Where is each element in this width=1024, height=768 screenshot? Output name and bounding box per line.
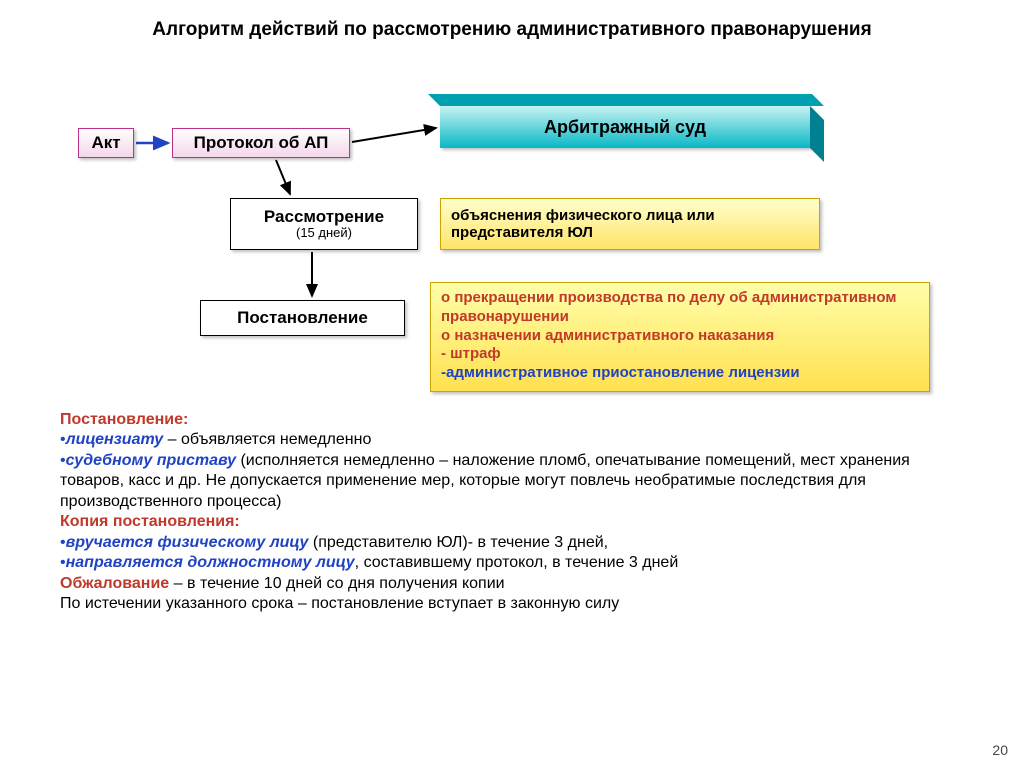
node-act: Акт [78, 128, 134, 158]
send-tail: , составившему протокол, в течение 3 дне… [355, 554, 679, 571]
node-resolution-list: о прекращении производства по делу об ад… [430, 282, 930, 392]
hand-tail: (представителю ЮЛ)- в течение 3 дней, [308, 534, 608, 551]
node-review-label: Рассмотрение [264, 208, 384, 227]
node-resolution-label: Постановление [237, 308, 368, 328]
page-number: 20 [992, 742, 1008, 758]
node-resolution: Постановление [200, 300, 405, 336]
node-review-sub: (15 дней) [296, 226, 352, 240]
arrow-act-to-protocol [134, 132, 174, 154]
node-arbitration-court: Арбитражный суд [440, 106, 810, 148]
send: направляется должностному лицу [66, 554, 355, 571]
bail: судебному приставу [66, 452, 236, 469]
copy-head: Копия постановления: [60, 513, 240, 530]
node-protocol: Протокол об АП [172, 128, 350, 158]
final-line: По истечении указанного срока – постанов… [60, 594, 965, 614]
node-arbitration-label: Арбитражный суд [440, 106, 810, 148]
hand: вручается физическому лицу [66, 534, 309, 551]
postlist-item-3: - штраф [441, 345, 919, 364]
postlist-item-1: о прекращении производства по делу об ад… [441, 289, 919, 327]
decor-3d-side [810, 106, 824, 162]
node-explanations: объяснения физического лица или представ… [440, 198, 820, 250]
postlist-item-2: о назначении административного наказания [441, 327, 919, 346]
arrow-protocol-to-court [350, 120, 442, 146]
details-text: Постановление: •лицензиату – объявляется… [60, 410, 965, 615]
decor-3d-top [428, 94, 824, 106]
post-head: Постановление: [60, 411, 188, 428]
node-protocol-label: Протокол об АП [194, 133, 329, 153]
node-review: Рассмотрение (15 дней) [230, 198, 418, 250]
node-act-label: Акт [91, 133, 120, 153]
postlist-item-4: -административное приостановление лиценз… [441, 364, 919, 383]
lic: лицензиату [66, 431, 164, 448]
node-explanations-label: объяснения физического лица или представ… [451, 207, 809, 242]
arrow-review-to-resolution [300, 250, 324, 302]
lic-tail: – объявляется немедленно [163, 431, 371, 448]
arrow-protocol-to-review [270, 158, 300, 200]
slide-title: Алгоритм действий по рассмотрению админи… [0, 0, 1024, 56]
appeal-tail: – в течение 10 дней со дня получения коп… [169, 575, 504, 592]
appeal: Обжалование [60, 575, 169, 592]
